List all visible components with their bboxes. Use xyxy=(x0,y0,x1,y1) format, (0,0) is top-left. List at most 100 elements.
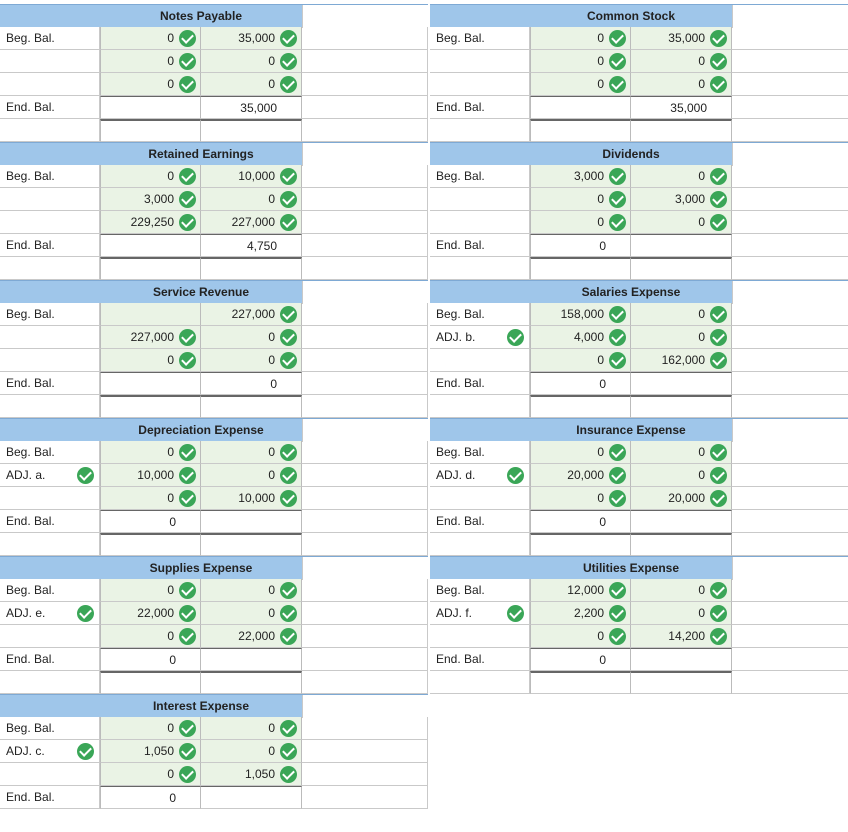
credit-amount-cell[interactable]: 227,000 xyxy=(201,211,302,234)
credit-amount-cell[interactable] xyxy=(631,510,732,533)
credit-amount-cell[interactable]: 35,000 xyxy=(201,27,302,50)
debit-amount-cell[interactable] xyxy=(100,372,201,395)
debit-amount-cell[interactable]: 0 xyxy=(100,349,201,372)
debit-amount-cell[interactable]: 0 xyxy=(100,27,201,50)
debit-amount-cell[interactable]: 22,000 xyxy=(100,602,201,625)
debit-amount-cell[interactable]: 3,000 xyxy=(530,165,631,188)
debit-amount-cell[interactable]: 0 xyxy=(100,73,201,96)
credit-amount-cell[interactable]: 0 xyxy=(201,464,302,487)
debit-amount-cell[interactable]: 2,200 xyxy=(530,602,631,625)
debit-amount-cell[interactable]: 0 xyxy=(100,625,201,648)
entry-row: 227,000 0 xyxy=(0,326,428,349)
debit-amount-cell[interactable]: 0 xyxy=(530,487,631,510)
debit-amount-cell[interactable]: 0 xyxy=(100,441,201,464)
debit-amount-cell[interactable]: 0 xyxy=(100,487,201,510)
debit-amount-cell[interactable]: 10,000 xyxy=(100,464,201,487)
credit-amount-cell[interactable]: 20,000 xyxy=(631,487,732,510)
credit-amount-cell[interactable] xyxy=(631,648,732,671)
debit-amount-cell[interactable]: 0 xyxy=(100,579,201,602)
debit-amount: 158,000 xyxy=(560,307,604,321)
debit-amount-cell[interactable] xyxy=(100,234,201,257)
debit-amount-cell[interactable]: 0 xyxy=(100,717,201,740)
credit-amount-cell[interactable]: 0 xyxy=(201,579,302,602)
debit-amount-cell[interactable]: 0 xyxy=(100,510,201,533)
credit-amount-cell[interactable]: 3,000 xyxy=(631,188,732,211)
credit-amount-cell[interactable]: 1,050 xyxy=(201,763,302,786)
credit-amount-cell[interactable]: 35,000 xyxy=(631,27,732,50)
row-label xyxy=(0,395,100,418)
credit-amount-cell[interactable]: 0 xyxy=(201,50,302,73)
credit-amount-cell[interactable] xyxy=(201,510,302,533)
credit-amount-cell[interactable] xyxy=(201,786,302,809)
debit-cell xyxy=(530,671,631,694)
debit-amount-cell[interactable]: 0 xyxy=(530,211,631,234)
debit-amount: 0 xyxy=(169,791,176,805)
credit-amount-cell[interactable] xyxy=(631,372,732,395)
credit-amount: 35,000 xyxy=(670,101,707,115)
debit-amount-cell[interactable] xyxy=(530,96,631,119)
correct-check-icon xyxy=(710,30,727,47)
credit-amount-cell[interactable]: 0 xyxy=(631,464,732,487)
credit-amount-cell[interactable]: 0 xyxy=(201,602,302,625)
credit-amount-cell[interactable]: 0 xyxy=(201,73,302,96)
debit-amount-cell[interactable]: 0 xyxy=(530,73,631,96)
debit-amount: 0 xyxy=(597,215,604,229)
credit-amount-cell[interactable]: 35,000 xyxy=(201,96,302,119)
debit-amount-cell[interactable]: 0 xyxy=(100,786,201,809)
credit-amount-cell[interactable]: 0 xyxy=(631,303,732,326)
debit-amount-cell[interactable]: 0 xyxy=(530,510,631,533)
debit-amount-cell[interactable]: 0 xyxy=(530,372,631,395)
debit-amount-cell[interactable]: 20,000 xyxy=(530,464,631,487)
correct-check-icon xyxy=(280,168,297,185)
credit-amount-cell[interactable]: 0 xyxy=(201,326,302,349)
debit-amount-cell[interactable] xyxy=(100,303,201,326)
debit-amount-cell[interactable]: 158,000 xyxy=(530,303,631,326)
debit-amount-cell[interactable]: 0 xyxy=(530,50,631,73)
credit-amount-cell[interactable]: 0 xyxy=(201,188,302,211)
debit-amount-cell[interactable]: 3,000 xyxy=(100,188,201,211)
credit-amount-cell[interactable]: 35,000 xyxy=(631,96,732,119)
debit-amount-cell[interactable]: 1,050 xyxy=(100,740,201,763)
credit-amount-cell[interactable]: 4,750 xyxy=(201,234,302,257)
debit-amount-cell[interactable]: 0 xyxy=(100,165,201,188)
credit-amount-cell[interactable]: 22,000 xyxy=(201,625,302,648)
credit-amount-cell[interactable]: 0 xyxy=(201,717,302,740)
debit-amount-cell[interactable]: 229,250 xyxy=(100,211,201,234)
credit-amount-cell[interactable]: 0 xyxy=(631,211,732,234)
credit-amount-cell[interactable]: 0 xyxy=(201,372,302,395)
debit-amount-cell[interactable]: 0 xyxy=(530,625,631,648)
debit-amount-cell[interactable]: 0 xyxy=(530,349,631,372)
credit-amount-cell[interactable]: 0 xyxy=(631,165,732,188)
debit-amount-cell[interactable]: 0 xyxy=(530,188,631,211)
credit-amount-cell[interactable]: 0 xyxy=(631,602,732,625)
credit-amount-cell[interactable]: 162,000 xyxy=(631,349,732,372)
credit-amount-cell[interactable]: 10,000 xyxy=(201,165,302,188)
debit-amount-cell[interactable]: 0 xyxy=(100,763,201,786)
credit-amount-cell[interactable]: 0 xyxy=(631,579,732,602)
credit-amount-cell[interactable]: 0 xyxy=(631,441,732,464)
debit-amount-cell[interactable]: 0 xyxy=(530,648,631,671)
debit-amount-cell[interactable]: 0 xyxy=(100,50,201,73)
credit-amount-cell[interactable]: 0 xyxy=(631,73,732,96)
debit-amount-cell[interactable]: 227,000 xyxy=(100,326,201,349)
credit-amount-cell[interactable] xyxy=(201,648,302,671)
credit-amount-cell[interactable]: 0 xyxy=(631,326,732,349)
debit-amount-cell[interactable]: 0 xyxy=(530,441,631,464)
credit-amount-cell[interactable]: 0 xyxy=(631,50,732,73)
credit-amount-cell[interactable]: 14,200 xyxy=(631,625,732,648)
debit-amount-cell[interactable] xyxy=(100,96,201,119)
credit-amount-cell[interactable] xyxy=(631,234,732,257)
spacer-cell xyxy=(302,740,428,763)
credit-amount-cell[interactable]: 0 xyxy=(201,740,302,763)
debit-amount-cell[interactable]: 12,000 xyxy=(530,579,631,602)
credit-amount-cell[interactable]: 0 xyxy=(201,349,302,372)
debit-amount-cell[interactable]: 4,000 xyxy=(530,326,631,349)
debit-amount-cell[interactable]: 0 xyxy=(100,648,201,671)
debit-amount-cell[interactable]: 0 xyxy=(530,234,631,257)
credit-amount-cell[interactable]: 0 xyxy=(201,441,302,464)
debit-amount-cell[interactable]: 0 xyxy=(530,27,631,50)
credit-amount-cell[interactable]: 10,000 xyxy=(201,487,302,510)
credit-amount-cell[interactable]: 227,000 xyxy=(201,303,302,326)
header-spacer xyxy=(302,5,428,28)
